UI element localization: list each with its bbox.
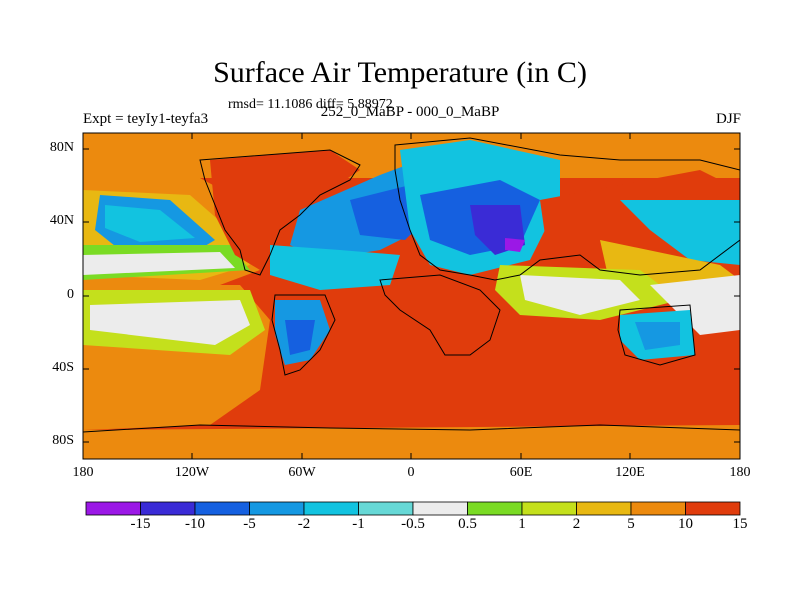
field-eurasia-purple (505, 238, 525, 252)
field-tropical-pacific-white (83, 252, 235, 275)
field-indian-ocean-white (520, 275, 640, 315)
lat-tick-40s: 40S (52, 360, 74, 375)
colorbar-label: 5 (627, 516, 635, 532)
lat-tick-80n: 80N (49, 140, 74, 155)
field-atlantic-cyan (270, 245, 400, 290)
lon-tick-0: 0 (407, 465, 415, 480)
colorbar-swatch (685, 501, 741, 516)
lon-tick-180w: 180 (72, 465, 94, 480)
lat-tick-40n: 40N (49, 213, 74, 228)
colorbar-label: -5 (243, 516, 256, 532)
colorbar-label: -2 (297, 516, 311, 532)
field-south-pacific-white (90, 300, 250, 345)
outline-south-america (271, 294, 336, 376)
outline-eurasia (394, 137, 740, 281)
plot-title: Surface Air Temperature (in C) (213, 56, 587, 89)
lat-tick-0: 0 (67, 287, 74, 302)
colorbar-swatch (467, 501, 523, 516)
colorbar-swatch (85, 501, 141, 516)
lon-tick-60w: 60W (288, 465, 316, 480)
colorbar-label: 1 (518, 516, 526, 532)
lat-ticks (83, 148, 740, 443)
colorbar-label: -1 (352, 516, 365, 532)
outline-north-america (199, 149, 361, 276)
experiment-label: Expt = teyIy1-teyfa3 (83, 111, 209, 127)
colorbar (85, 501, 741, 516)
field-australia-blue (635, 322, 680, 350)
field-east-asia-cyan (620, 200, 740, 265)
stats-label: rmsd= 11.1086 diff= 5.88972 (228, 97, 393, 112)
period-label: 252_0_MaBP - 000_0_MaBP (320, 104, 500, 120)
colorbar-swatch (303, 501, 359, 516)
colorbar-label: -15 (130, 516, 151, 532)
field-south-america-deep-blue (285, 320, 315, 355)
field-north-pacific-cyan-light (105, 205, 195, 242)
outline-australia (617, 304, 696, 366)
colorbar-swatch (412, 501, 468, 516)
colorbar-swatch (521, 501, 577, 516)
field-north-america-red (210, 150, 360, 270)
colorbar-label: 2 (572, 516, 581, 532)
lon-tick-60e: 60E (509, 465, 533, 480)
colorbar-label: -10 (185, 516, 205, 532)
colorbar-swatch (249, 501, 305, 516)
colorbar-label: -0.5 (401, 516, 425, 532)
colorbar-swatch (358, 501, 414, 516)
lon-tick-180e: 180 (729, 465, 751, 480)
colorbar-label: 10 (678, 516, 693, 532)
lon-tick-120w: 120W (174, 465, 210, 480)
colorbar-label: 0.5 (458, 516, 477, 532)
season-label: DJF (715, 111, 741, 127)
colorbar-swatch (576, 501, 632, 516)
colorbar-swatch (630, 501, 686, 516)
map-field (83, 133, 740, 459)
colorbar-swatch (140, 501, 196, 516)
field-southern-ocean-orange (83, 425, 740, 459)
lon-tick-120e: 120E (615, 465, 645, 480)
lat-tick-80s: 80S (52, 433, 74, 448)
colorbar-label: 15 (732, 516, 748, 532)
land-outlines (83, 137, 740, 433)
lon-ticks (191, 133, 631, 459)
outline-africa (379, 274, 501, 356)
field-west-pacific-white (650, 275, 740, 335)
colorbar-swatch (194, 501, 250, 516)
outline-antarctica (83, 424, 740, 433)
